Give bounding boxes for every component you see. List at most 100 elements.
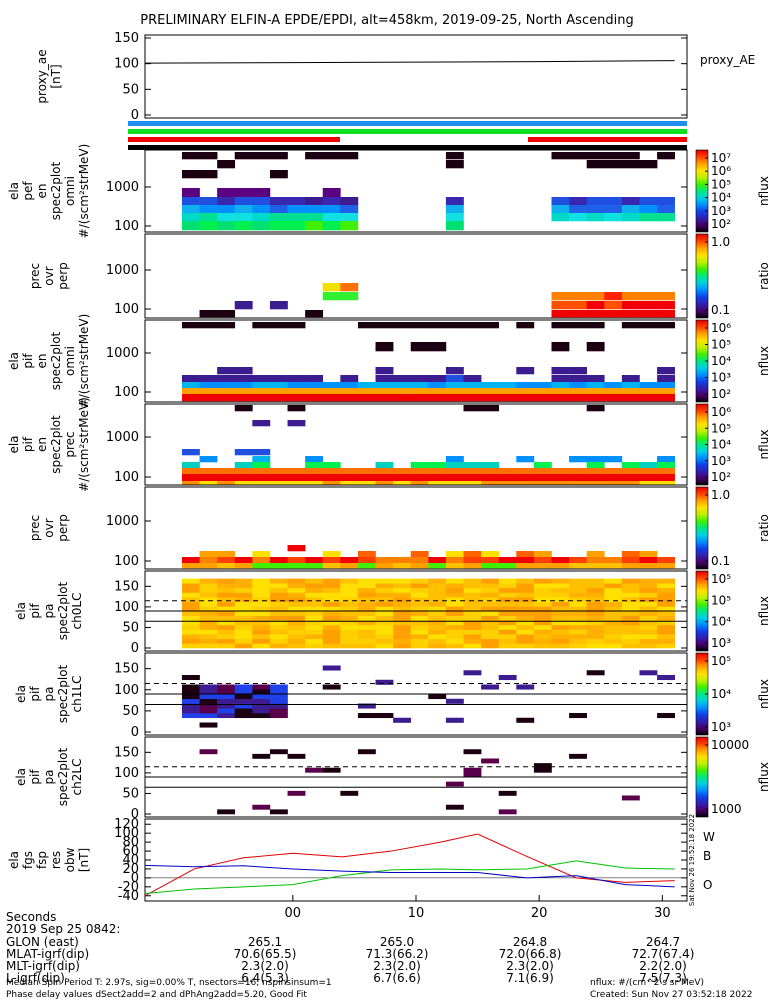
heatmap-cell xyxy=(305,205,324,214)
ylabel-line: perp xyxy=(56,262,70,290)
heatmap-cell xyxy=(199,606,218,612)
heatmap-cell xyxy=(357,481,376,486)
heatmap-cell xyxy=(393,557,412,564)
heatmap-cell xyxy=(551,557,570,564)
heatmap-cell xyxy=(199,722,218,728)
heatmap-cell xyxy=(463,643,482,649)
heatmap-cell xyxy=(269,388,288,395)
heatmap-cell xyxy=(199,481,218,486)
heatmap-cell xyxy=(621,624,640,630)
heatmap-cell xyxy=(181,449,200,456)
heatmap-cell xyxy=(287,615,306,621)
heatmap-cell xyxy=(498,643,517,649)
heatmap-cell xyxy=(463,606,482,612)
heatmap-cell xyxy=(604,382,623,389)
footer-row-value: 265.1 xyxy=(248,935,282,949)
heatmap-cell xyxy=(428,601,447,607)
ytick-label: 0 xyxy=(131,108,139,123)
heatmap-cell xyxy=(445,205,464,214)
heatmap-cell xyxy=(621,322,640,329)
heatmap-cell xyxy=(252,394,271,402)
heatmap-cell xyxy=(252,481,271,486)
heatmap-cell xyxy=(657,587,675,593)
heatmap-cell xyxy=(322,551,341,558)
panel-frame xyxy=(144,233,688,319)
heatmap-cell xyxy=(498,634,517,640)
fgs-legend-B: B xyxy=(703,849,711,863)
heatmap-cell xyxy=(533,634,552,640)
heatmap-cell xyxy=(481,468,500,475)
heatmap-cell xyxy=(551,474,570,482)
heatmap-cell xyxy=(481,620,500,626)
heatmap-cell xyxy=(445,456,464,463)
heatmap-cell xyxy=(234,382,253,389)
ytick-label: 1000 xyxy=(106,346,139,361)
heatmap-cell xyxy=(287,606,306,612)
ytick-label: 0 xyxy=(131,807,139,822)
heatmap-cell xyxy=(428,481,447,486)
ylabel-group: prec ovr perp xyxy=(28,262,70,290)
heatmap-cell xyxy=(234,213,253,222)
heatmap-cell xyxy=(375,629,394,635)
heatmap-cell xyxy=(445,388,464,395)
heatmap-cell xyxy=(604,634,623,640)
heatmap-cell xyxy=(357,322,376,329)
heatmap-cell xyxy=(621,394,640,402)
heatmap-cell xyxy=(199,382,218,389)
heatmap-cell xyxy=(217,563,236,569)
heatmap-cell xyxy=(410,481,429,486)
heatmap-cell xyxy=(217,629,236,635)
heatmap-cell xyxy=(393,578,412,584)
heatmap-cell xyxy=(234,474,253,482)
heatmap-cell xyxy=(621,587,640,593)
heatmap-cell xyxy=(234,468,253,475)
heatmap-cell xyxy=(551,205,570,214)
heatmap-cell xyxy=(199,375,218,383)
heatmap-cell xyxy=(445,557,464,564)
heatmap-cell xyxy=(586,624,605,630)
heatmap-cell xyxy=(657,292,675,301)
heatmap-cell xyxy=(305,394,324,402)
heatmap-cell xyxy=(481,606,500,612)
heatmap-cell xyxy=(569,375,587,383)
heatmap-cell xyxy=(657,675,675,681)
heatmap-cell xyxy=(463,468,482,475)
heatmap-cell xyxy=(533,468,552,475)
heatmap-cell xyxy=(639,606,658,612)
heatmap-cell xyxy=(287,197,306,206)
heatmap-cell xyxy=(498,638,517,644)
heatmap-cell xyxy=(181,689,200,695)
heatmap-cell xyxy=(551,213,570,222)
heatmap-cell xyxy=(445,606,464,612)
heatmap-cell xyxy=(375,611,394,616)
heatmap-cell xyxy=(604,197,623,206)
colorbar-tick-label: 10⁵ xyxy=(711,338,731,352)
heatmap-cell xyxy=(445,781,464,787)
heatmap-cell xyxy=(657,583,675,589)
heatmap-cell xyxy=(569,310,587,318)
heatmap-cell xyxy=(428,587,447,593)
heatmap-cell xyxy=(340,563,359,569)
heatmap-cell xyxy=(445,597,464,603)
heatmap-cell xyxy=(586,474,605,482)
heatmap-cell xyxy=(445,367,464,375)
heatmap-cell xyxy=(199,388,218,395)
heatmap-cell xyxy=(375,557,394,564)
heatmap-cell xyxy=(217,587,236,593)
heatmap-cell xyxy=(269,684,288,690)
heatmap-cell xyxy=(287,468,306,475)
heatmap-cell xyxy=(357,615,376,621)
heatmap-cell xyxy=(340,611,359,616)
heatmap-cell xyxy=(639,597,658,603)
heatmap-cell xyxy=(340,638,359,644)
heatmap-cell xyxy=(375,578,394,584)
heatmap-cell xyxy=(199,703,218,709)
heatmap-cell xyxy=(551,292,570,301)
heatmap-cell xyxy=(217,713,236,719)
heatmap-cell xyxy=(305,638,324,644)
heatmap-cell xyxy=(252,703,271,709)
heatmap-cell xyxy=(569,474,587,482)
colorbar-tick-label: 1.0 xyxy=(711,235,730,249)
